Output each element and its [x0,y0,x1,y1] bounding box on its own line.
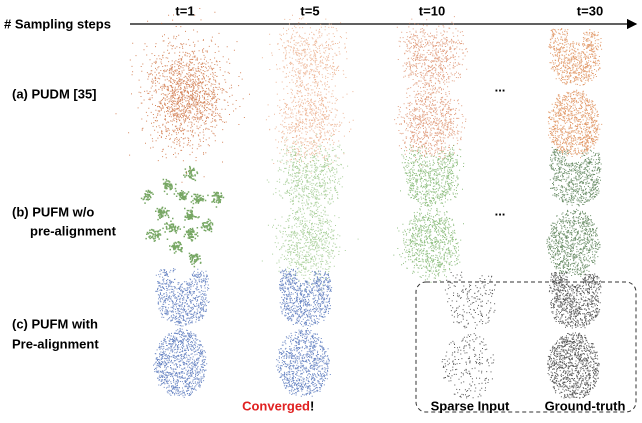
point-cloud [393,144,465,283]
point-cloud [275,268,333,397]
point-cloud [547,271,602,399]
point-cloud [441,271,496,399]
point-cloud [546,147,602,277]
step-label: t=30 [577,3,603,18]
ellipsis: ... [495,79,506,94]
point-cloud [153,268,210,398]
row-label: Pre-alignment [12,336,99,351]
point-cloud [261,133,359,291]
row-label: (b) PUFM w/o [12,204,94,219]
converged-mark: ! [310,398,314,413]
row-label: (a) PUDM [35] [12,86,97,101]
point-cloud [394,16,468,167]
point-cloud [140,165,225,268]
axis-label: # Sampling steps [4,16,111,31]
point-cloud [261,14,354,174]
converged-word: Converged [242,398,310,413]
ellipsis: ... [495,203,506,218]
point-cloud [547,28,603,159]
step-label: t=5 [300,3,319,18]
inset-label: Sparse Input [431,398,510,413]
point-cloud [115,8,250,183]
point-clouds [115,8,603,399]
step-label: t=1 [175,3,194,18]
step-label: t=10 [419,3,445,18]
row-label: pre-alignment [30,223,117,238]
inset-box [415,281,637,413]
inset-label: Ground-truth [545,398,626,413]
row-label: (c) PUFM with [12,316,98,331]
